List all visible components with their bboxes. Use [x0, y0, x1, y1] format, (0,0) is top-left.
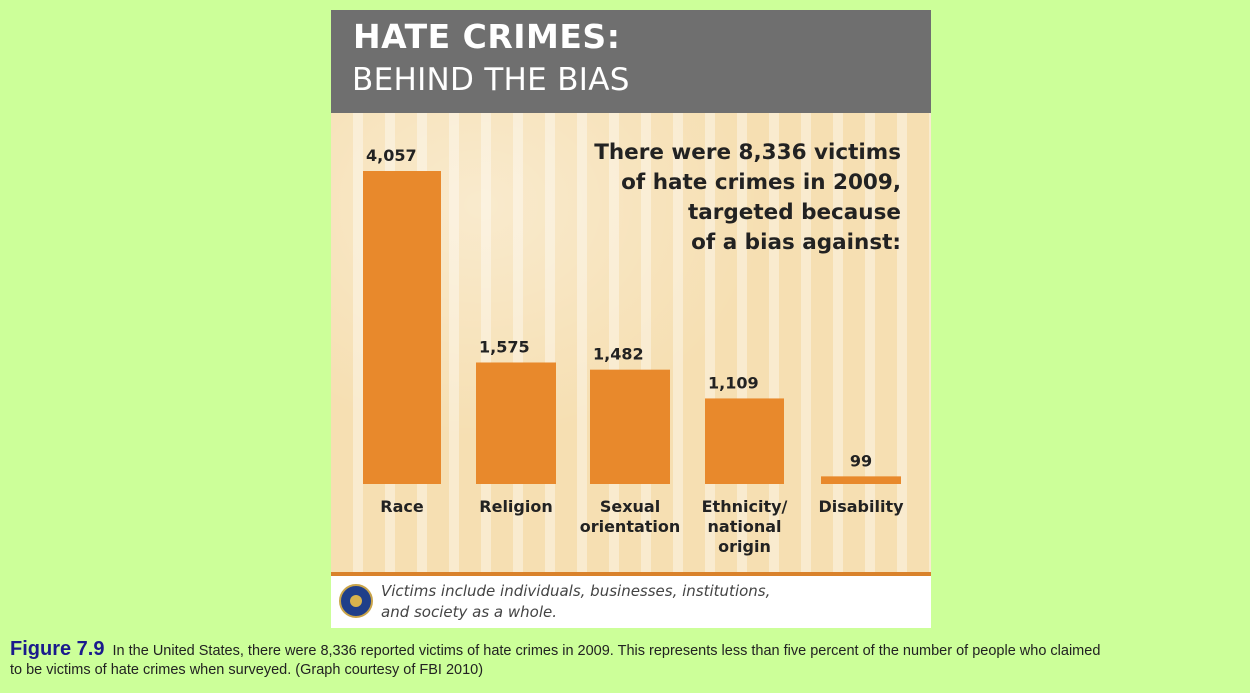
category-label: Race	[380, 497, 424, 516]
figure-label: Figure 7.9	[10, 638, 105, 660]
footer-note: Victims include individuals, businesses,…	[381, 581, 921, 623]
callout-line: of a bias against:	[691, 230, 901, 255]
caption-text: In the United States, there were 8,336 r…	[10, 643, 1101, 678]
bar	[590, 369, 670, 484]
category-label: Religion	[479, 497, 552, 516]
hate-crimes-infographic: HATE CRIMES: BEHIND THE BIAS 4,057 Race 1,…	[331, 10, 931, 628]
infographic-footer: Victims include individuals, businesses,…	[331, 576, 931, 628]
infographic-title: HATE CRIMES:	[353, 17, 621, 56]
figure-caption: Figure 7.9 In the United States, there w…	[10, 638, 1110, 680]
bar-value-label: 1,109	[708, 373, 759, 392]
bar-chart: 4,057 Race 1,575 Religion 1,482 Sexual orienta…	[363, 146, 904, 556]
footer-divider	[331, 572, 931, 576]
footer-line: Victims include individuals, businesses,…	[381, 582, 771, 600]
category-label: Ethnicity/national origin	[702, 497, 788, 556]
bar	[363, 171, 441, 484]
bar-value-label: 1,575	[479, 337, 530, 356]
callout-line: of hate crimes in 2009,	[621, 170, 901, 195]
bar	[476, 362, 556, 484]
bar-value-label: 4,057	[366, 146, 417, 165]
bar	[821, 476, 901, 484]
footer-line: and society as a whole.	[381, 603, 558, 621]
fbi-seal-icon	[339, 584, 373, 618]
infographic-subtitle: BEHIND THE BIAS	[352, 62, 630, 98]
callout-line: targeted because	[687, 200, 901, 225]
infographic-header: HATE CRIMES: BEHIND THE BIAS	[331, 10, 931, 113]
callout-line: There were 8,336 victims	[594, 140, 901, 165]
victims-callout: There were 8,336 victims of hate crimes …	[541, 138, 901, 258]
bar	[705, 398, 784, 484]
category-label: Disability	[818, 497, 904, 516]
bar-value-label: 99	[850, 451, 872, 470]
category-label: Sexual orientation	[580, 497, 681, 536]
bar-value-label: 1,482	[593, 345, 644, 364]
